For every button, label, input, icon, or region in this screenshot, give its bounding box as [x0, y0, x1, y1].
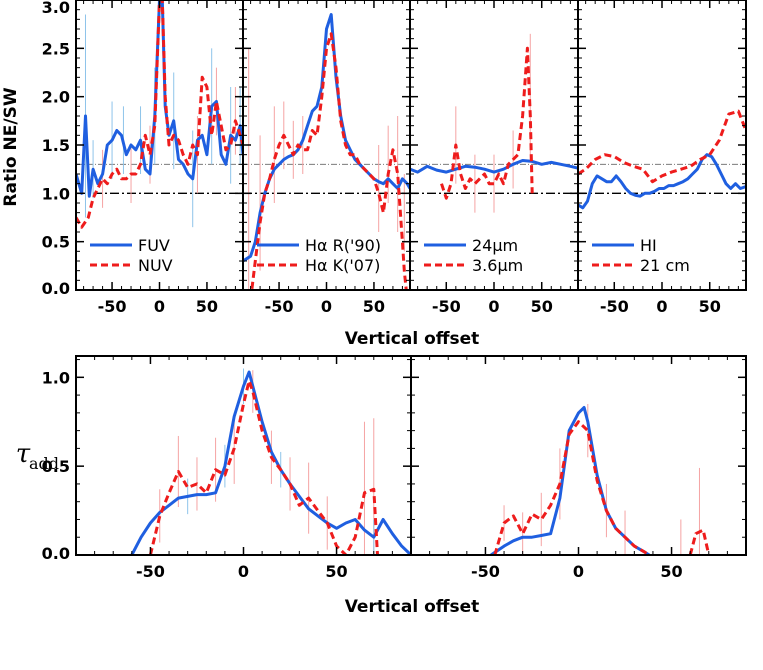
y-tick-label: 0.0: [42, 279, 70, 298]
series-line: [578, 153, 746, 210]
legend-label: NUV: [138, 256, 173, 275]
x-tick-label: 0: [488, 297, 499, 316]
series-line: [688, 528, 711, 555]
x-tick-label: 50: [325, 562, 347, 581]
y-tick-label: 2.0: [42, 88, 70, 107]
x-tick-label: 50: [531, 297, 553, 316]
bottom-x-axis-label: Vertical offset: [345, 597, 480, 617]
panel-top-2: -50 0 50 Hα R('90)Hα K('07): [242, 0, 411, 316]
legend-label: Hα R('90): [305, 236, 381, 255]
legend-label: 24μm: [472, 236, 518, 255]
panel-plot-area: [578, 109, 746, 210]
y-tick-label: 1.0: [42, 368, 70, 387]
y-tick-label: 3.0: [42, 0, 70, 17]
panel-plot-area: [490, 403, 711, 555]
bottom-y-axis-label-subscript: add: [29, 454, 59, 473]
x-tick-label: 50: [196, 297, 218, 316]
x-tick-label: 50: [660, 562, 682, 581]
series-line: [493, 420, 651, 555]
x-tick-label: -50: [600, 297, 629, 316]
y-tick-label: 1.0: [42, 184, 70, 203]
x-tick-label: -50: [471, 562, 500, 581]
series-line: [148, 379, 379, 555]
x-tick-label: 0: [238, 562, 249, 581]
y-tick-label: 2.5: [42, 39, 70, 58]
legend-label: 21 cm: [640, 256, 690, 275]
panel-bottom-2: -50 0 50: [410, 355, 747, 581]
y-tick-label: 0.5: [42, 233, 70, 252]
series-line: [250, 32, 408, 290]
series-line: [410, 159, 578, 174]
y-tick-label: 0.5: [42, 457, 70, 476]
panel-frame: [410, 355, 747, 556]
x-tick-label: 0: [321, 297, 332, 316]
series-line: [76, 0, 243, 229]
legend-label: HI: [640, 236, 657, 255]
y-tick-label: 1.5: [42, 136, 70, 155]
x-tick-label: 0: [154, 297, 165, 316]
series-line: [243, 13, 410, 263]
panel-bottom-1: -50 0 50 0.0 0.5 1.0: [42, 355, 412, 581]
bottom-y-axis-label: τ add: [16, 439, 59, 473]
series-line: [130, 370, 411, 555]
panel-plot-area: [243, 13, 410, 290]
x-tick-label: 50: [699, 297, 721, 316]
series-line: [76, 0, 243, 198]
panel-plot-area: [410, 33, 578, 213]
panel-plot-area: [76, 0, 243, 229]
x-tick-label: -50: [432, 297, 461, 316]
y-tick-label: 0.0: [42, 544, 70, 563]
series-line: [440, 46, 534, 200]
top-x-axis-label: Vertical offset: [345, 329, 480, 349]
x-tick-label: 0: [656, 297, 667, 316]
bottom-y-axis-label-symbol: τ: [16, 439, 31, 469]
x-tick-label: -50: [136, 562, 165, 581]
legend-label: Hα K('07): [305, 256, 380, 275]
x-tick-label: 50: [363, 297, 385, 316]
series-line: [578, 109, 746, 184]
top-y-axis-label: Ratio NE/SW: [1, 87, 21, 206]
x-tick-label: 0: [573, 562, 584, 581]
x-tick-label: -50: [265, 297, 294, 316]
legend-label: FUV: [138, 236, 170, 255]
x-tick-label: -50: [98, 297, 127, 316]
legend-label: 3.6μm: [472, 256, 523, 275]
panel-plot-area: [130, 368, 411, 555]
